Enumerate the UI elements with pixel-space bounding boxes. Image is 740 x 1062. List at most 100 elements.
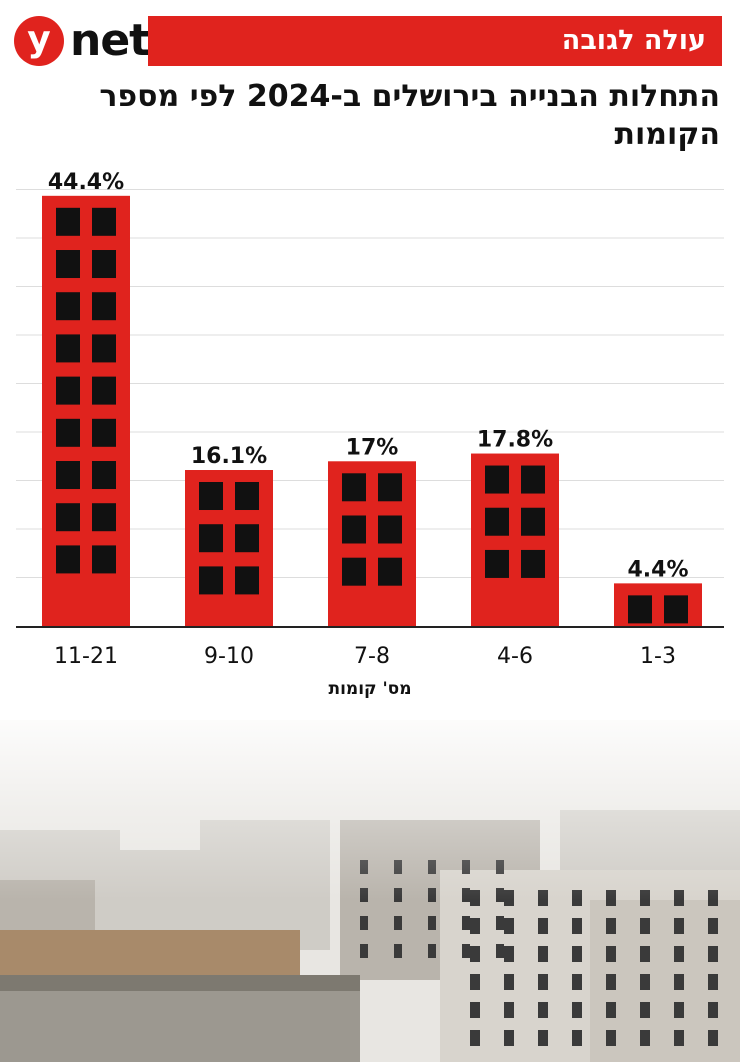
window-icon (378, 515, 402, 544)
photo-window (394, 916, 402, 930)
value-label: 44.4% (48, 170, 124, 195)
photo-window (708, 918, 718, 934)
photo-window (428, 916, 436, 930)
photo-window (606, 1030, 616, 1046)
photo-window (538, 974, 548, 990)
photo-window (640, 946, 650, 962)
photo-window (470, 974, 480, 990)
window-icon (235, 566, 259, 595)
window-icon (56, 376, 80, 405)
window-icon (56, 292, 80, 321)
window-icon (521, 465, 545, 494)
window-icon (342, 557, 366, 586)
window-icon (342, 515, 366, 544)
window-icon (521, 507, 545, 536)
window-icon (56, 334, 80, 363)
photo-window (606, 1002, 616, 1018)
photo-window (428, 944, 436, 958)
window-icon (664, 595, 688, 624)
photo-window (470, 1030, 480, 1046)
window-icon (56, 545, 80, 574)
x-tick-label: 9-10 (204, 644, 254, 669)
bars (42, 195, 702, 626)
value-labels: 44.4% 16.1% 17% 17.8% 4.4% (48, 170, 689, 583)
x-axis-label: מס' קומות (328, 679, 411, 699)
window-icon (92, 461, 116, 490)
photo-window (640, 974, 650, 990)
window-icon (199, 524, 223, 553)
bar (614, 583, 702, 626)
photo-window (538, 1030, 548, 1046)
bar (42, 195, 130, 626)
photo-window (360, 944, 368, 958)
photo-window (708, 1002, 718, 1018)
window-icon (92, 250, 116, 279)
value-label: 16.1% (191, 444, 267, 469)
photo-window (572, 918, 582, 934)
value-label: 17.8% (477, 428, 553, 453)
photo-window (504, 946, 514, 962)
photo-window (708, 974, 718, 990)
photo-window (470, 918, 480, 934)
window-icon (92, 545, 116, 574)
photo-window (606, 918, 616, 934)
photo-window (640, 918, 650, 934)
window-icon (56, 503, 80, 532)
window-icon (92, 376, 116, 405)
photo-window (674, 1030, 684, 1046)
window-icon (628, 595, 652, 624)
photo-window (360, 916, 368, 930)
photo-window (538, 1002, 548, 1018)
window-icon (521, 549, 545, 578)
window-icon (199, 482, 223, 511)
window-icon (92, 418, 116, 447)
photo-window (538, 918, 548, 934)
header-banner: עולה לגובה (148, 16, 722, 66)
photo-window (674, 1002, 684, 1018)
photo-window (538, 946, 548, 962)
x-tick-label: 1-3 (640, 644, 676, 669)
photo-window (504, 1030, 514, 1046)
photo-window (394, 944, 402, 958)
photo-window (674, 946, 684, 962)
photo-window (504, 918, 514, 934)
photo-window (606, 946, 616, 962)
window-icon (342, 473, 366, 502)
window-icon (92, 334, 116, 363)
photo-window (606, 974, 616, 990)
photo-window (470, 946, 480, 962)
window-icon (378, 557, 402, 586)
window-icon (485, 507, 509, 536)
window-icon (235, 482, 259, 511)
bar (328, 461, 416, 626)
photo-window (504, 974, 514, 990)
x-tick-labels: 11-21 9-10 7-8 4-6 1-3 (54, 644, 676, 669)
window-icon (92, 503, 116, 532)
window-icon (485, 549, 509, 578)
photo-window (572, 946, 582, 962)
window-icon (56, 250, 80, 279)
photo-window (674, 974, 684, 990)
chart-title: התחלות הבנייה בירושלים ב-2024 לפי מספר ה… (99, 79, 720, 152)
window-icon (485, 465, 509, 494)
value-label: 4.4% (627, 557, 688, 582)
photo-window (640, 1002, 650, 1018)
photo-window (572, 974, 582, 990)
photo-window (640, 1030, 650, 1046)
photo-window (504, 1002, 514, 1018)
window-icon (235, 524, 259, 553)
window-icon (56, 418, 80, 447)
photo-window (708, 946, 718, 962)
logo-y: y (27, 19, 51, 60)
window-icon (378, 473, 402, 502)
logo-circle (14, 16, 64, 66)
x-tick-label: 7-8 (354, 644, 390, 669)
x-tick-label: 4-6 (497, 644, 533, 669)
photo-window (572, 1030, 582, 1046)
bar (185, 470, 273, 626)
photo-window (462, 916, 470, 930)
x-tick-label: 11-21 (54, 644, 118, 669)
photo-window (674, 918, 684, 934)
